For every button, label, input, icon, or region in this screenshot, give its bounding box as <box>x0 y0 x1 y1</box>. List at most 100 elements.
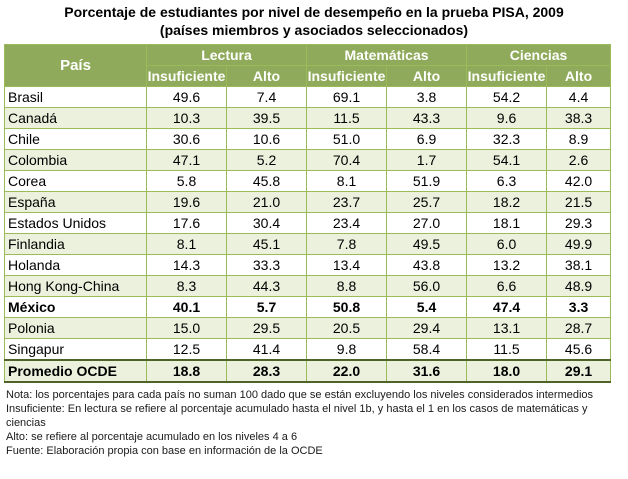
value-cell: 4.4 <box>546 86 612 108</box>
header-pais: País <box>4 44 147 87</box>
value-cell: 51.9 <box>386 170 468 192</box>
value-cell: 18.8 <box>146 359 227 383</box>
value-cell: 31.6 <box>386 359 468 383</box>
value-cell: 11.5 <box>466 338 548 361</box>
table-body: Brasil 49.6 7.4 69.1 3.8 54.2 4.4 Canadá 10.3 39.… <box>4 86 612 383</box>
value-cell: 6.6 <box>466 275 548 297</box>
header-insuficiente: Insuficiente <box>466 65 548 87</box>
value-cell: 70.4 <box>306 149 388 171</box>
table-row: Estados Unidos 17.6 30.4 23.4 27.0 18.1 29.3 <box>4 212 612 234</box>
header-alto: Alto <box>386 65 468 87</box>
value-cell: 38.3 <box>546 107 612 129</box>
footnote-line: Nota: los porcentajes para cada país no … <box>6 389 594 401</box>
value-cell: 43.8 <box>386 254 468 276</box>
value-cell: 43.3 <box>386 107 468 129</box>
value-cell: 8.8 <box>306 275 388 297</box>
table-row: Chile 30.6 10.6 51.0 6.9 32.3 8.9 <box>4 128 612 150</box>
value-cell: 44.3 <box>225 275 308 297</box>
value-cell: 18.0 <box>466 359 548 383</box>
country-cell: Canadá <box>4 107 147 129</box>
country-cell: Holanda <box>4 254 147 276</box>
header-insuficiente: Insuficiente <box>306 65 388 87</box>
country-cell: Polonia <box>4 317 147 339</box>
country-cell: México <box>4 296 147 318</box>
header-insuficiente: Insuficiente <box>146 65 227 87</box>
value-cell: 58.4 <box>386 338 468 361</box>
footnotes: Nota: los porcentajes para cada país no … <box>6 388 606 458</box>
value-cell: 7.4 <box>225 86 308 108</box>
value-cell: 33.3 <box>225 254 308 276</box>
value-cell: 21.0 <box>225 191 308 213</box>
value-cell: 13.4 <box>306 254 388 276</box>
table-row: Hong Kong-China 8.3 44.3 8.8 56.0 6.6 48.9 <box>4 275 612 297</box>
value-cell: 45.6 <box>546 338 612 361</box>
value-cell: 30.4 <box>225 212 308 234</box>
value-cell: 38.1 <box>546 254 612 276</box>
value-cell: 6.3 <box>466 170 548 192</box>
value-cell: 49.9 <box>546 233 612 255</box>
footnote-line: Insuficiente: En lectura se refiere al p… <box>6 403 588 429</box>
table-row: México 40.1 5.7 50.8 5.4 47.4 3.3 <box>4 296 612 318</box>
value-cell: 49.6 <box>146 86 227 108</box>
value-cell: 32.3 <box>466 128 548 150</box>
value-cell: 29.1 <box>546 359 612 383</box>
country-cell: Promedio OCDE <box>4 359 147 383</box>
value-cell: 28.3 <box>225 359 308 383</box>
value-cell: 41.4 <box>225 338 308 361</box>
value-cell: 45.8 <box>225 170 308 192</box>
value-cell: 14.3 <box>146 254 227 276</box>
value-cell: 8.1 <box>146 233 227 255</box>
value-cell: 17.6 <box>146 212 227 234</box>
header-alto: Alto <box>546 65 612 87</box>
table-row: Colombia 47.1 5.2 70.4 1.7 54.1 2.6 <box>4 149 612 171</box>
value-cell: 49.5 <box>386 233 468 255</box>
table-row: España 19.6 21.0 23.7 25.7 18.2 21.5 <box>4 191 612 213</box>
value-cell: 21.5 <box>546 191 612 213</box>
value-cell: 10.3 <box>146 107 227 129</box>
value-cell: 15.0 <box>146 317 227 339</box>
country-cell: Brasil <box>4 86 147 108</box>
value-cell: 5.4 <box>386 296 468 318</box>
value-cell: 47.1 <box>146 149 227 171</box>
value-cell: 54.2 <box>466 86 548 108</box>
table-title: Porcentaje de estudiantes por nivel de d… <box>64 4 564 20</box>
value-cell: 29.3 <box>546 212 612 234</box>
value-cell: 30.6 <box>146 128 227 150</box>
country-cell: Estados Unidos <box>4 212 147 234</box>
country-cell: Hong Kong-China <box>4 275 147 297</box>
value-cell: 1.7 <box>386 149 468 171</box>
table-row: Corea 5.8 45.8 8.1 51.9 6.3 42.0 <box>4 170 612 192</box>
table-row: Finlandia 8.1 45.1 7.8 49.5 6.0 49.9 <box>4 233 612 255</box>
value-cell: 47.4 <box>466 296 548 318</box>
header-matematicas: Matemáticas <box>306 44 468 66</box>
value-cell: 5.8 <box>146 170 227 192</box>
value-cell: 54.1 <box>466 149 548 171</box>
value-cell: 19.6 <box>146 191 227 213</box>
table-row: Holanda 14.3 33.3 13.4 43.8 13.2 38.1 <box>4 254 612 276</box>
value-cell: 7.8 <box>306 233 388 255</box>
country-cell: España <box>4 191 147 213</box>
value-cell: 20.5 <box>306 317 388 339</box>
value-cell: 23.7 <box>306 191 388 213</box>
value-cell: 18.2 <box>466 191 548 213</box>
value-cell: 11.5 <box>306 107 388 129</box>
table-row: Singapur 12.5 41.4 9.8 58.4 11.5 45.6 <box>4 338 612 361</box>
table-row: Brasil 49.6 7.4 69.1 3.8 54.2 4.4 <box>4 86 612 108</box>
value-cell: 42.0 <box>546 170 612 192</box>
table-subtitle: (países miembros y asociados seleccionad… <box>159 22 469 38</box>
pisa-table: País Lectura Matemáticas Ciencias Insufi… <box>4 44 612 383</box>
table-row: Canadá 10.3 39.5 11.5 43.3 9.6 38.3 <box>4 107 612 129</box>
country-cell: Chile <box>4 128 147 150</box>
value-cell: 56.0 <box>386 275 468 297</box>
value-cell: 13.2 <box>466 254 548 276</box>
value-cell: 69.1 <box>306 86 388 108</box>
value-cell: 40.1 <box>146 296 227 318</box>
value-cell: 13.1 <box>466 317 548 339</box>
value-cell: 8.9 <box>546 128 612 150</box>
country-cell: Colombia <box>4 149 147 171</box>
value-cell: 28.7 <box>546 317 612 339</box>
footnote-line: Alto: se refiere al porcentaje acumulado… <box>6 431 298 443</box>
value-cell: 29.4 <box>386 317 468 339</box>
value-cell: 6.0 <box>466 233 548 255</box>
value-cell: 45.1 <box>225 233 308 255</box>
